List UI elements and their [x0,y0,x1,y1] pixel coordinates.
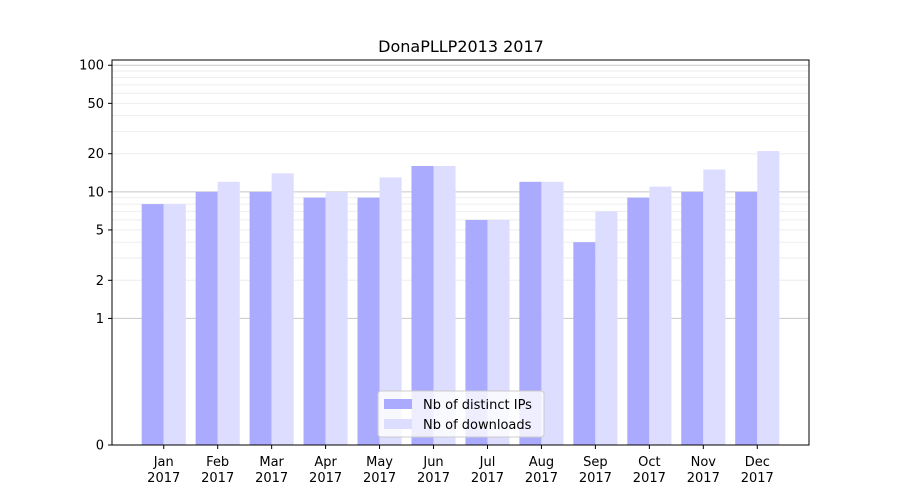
y-tick-label: 20 [87,147,104,162]
bar-distinct-ips [465,219,488,445]
bar-downloads [379,177,402,445]
bar-distinct-ips [195,191,218,445]
y-tick-label: 0 [96,439,104,454]
legend-label: Nb of distinct IPs [423,398,532,413]
x-tick-label: Feb 2017 [201,455,234,486]
x-tick-label: Nov 2017 [687,455,720,486]
x-tick-label: Jul 2017 [471,455,504,486]
x-tick-label: Jan 2017 [147,455,180,486]
bar-distinct-ips [141,204,164,445]
plot-frame [111,59,810,446]
bar-distinct-ips [519,181,542,446]
bar-distinct-ips [249,191,272,445]
y-tick-label: 2 [96,274,104,289]
legend-swatch [384,419,412,429]
chart-title: DonaPLLP2013 2017 [378,37,544,56]
legend-swatch [384,399,412,409]
bars [141,151,780,446]
bar-downloads [757,151,780,446]
x-tick-label: Mar 2017 [255,455,288,486]
bar-downloads [595,211,618,445]
y-tick-label: 5 [96,223,104,238]
x-axis: Jan 2017 Feb 2017 Mar 2017 Apr 2017 May 2017 Jun 20… [147,445,774,486]
x-tick-label: Oct 2017 [633,455,666,486]
bar-distinct-ips [681,191,704,445]
bar-downloads [703,169,726,446]
bar-downloads [325,191,348,445]
y-tick-label: 50 [87,97,104,112]
bar-distinct-ips [411,165,434,446]
legend: Nb of distinct IPs Nb of downloads [377,390,545,438]
bar-downloads [541,181,564,446]
legend-label: Nb of downloads [423,418,532,433]
x-tick-label: Jun 2017 [417,455,450,486]
bar-distinct-ips [627,197,650,445]
y-axis: 0 1 2 5 10 20 50 100 [79,59,112,454]
x-tick-label: May 2017 [363,455,396,486]
bar-downloads [217,181,240,446]
bar-downloads [487,219,510,445]
y-tick-label: 1 [96,312,104,327]
bar-downloads [271,173,294,445]
bar-distinct-ips [735,191,758,445]
y-tick-label: 10 [87,185,104,200]
bar-downloads [649,186,672,445]
x-tick-label: Sep 2017 [579,455,612,486]
x-tick-label: Aug 2017 [525,455,558,486]
bar-distinct-ips [303,197,326,445]
bar-distinct-ips [573,242,596,445]
bar-distinct-ips [357,197,380,445]
x-tick-label: Apr 2017 [309,455,342,486]
legend-box [377,390,545,438]
bar-downloads [163,204,186,445]
y-tick-label: 100 [79,59,104,74]
bar-downloads [433,165,456,446]
x-tick-label: Dec 2017 [741,455,774,486]
